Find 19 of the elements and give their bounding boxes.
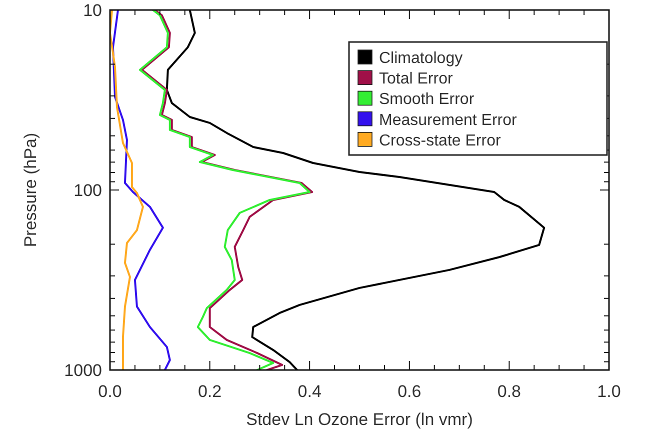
x-tick-label: 0.2 [198,382,222,401]
legend-label: Climatology [379,50,463,67]
legend-label: Total Error [379,70,454,88]
line-series [110,10,144,370]
legend-label: Cross-state Error [379,132,502,150]
x-tick-label: 0.0 [98,382,122,401]
legend-label: Smooth Error [379,91,475,108]
y-tick-label: 10 [83,1,102,20]
y-tick-label: 1000 [64,361,102,380]
y-tick-label: 100 [74,181,102,200]
x-axis-title: Stdev Ln Ozone Error (ln vmr) [246,410,473,429]
line-series [166,10,546,370]
x-tick-label: 1.0 [597,382,621,401]
x-tick-label: 0.8 [497,382,522,401]
x-tick-label: 0.6 [398,382,422,401]
x-tick-label: 0.4 [298,382,322,401]
y-axis-title: Pressure (hPa) [21,132,40,248]
line-series [112,10,171,370]
legend-label: Measurement Error [379,112,518,129]
